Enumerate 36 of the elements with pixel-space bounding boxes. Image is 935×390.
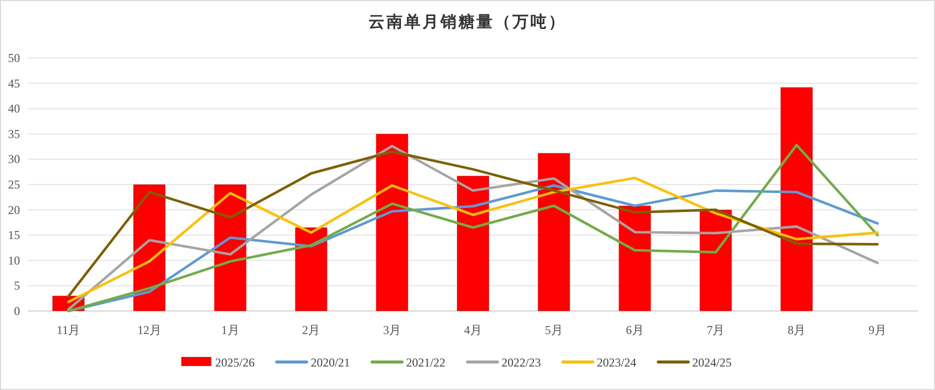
x-tick-label: 12月	[137, 323, 162, 337]
x-tick-label: 1月	[221, 323, 240, 337]
y-tick-label: 0	[14, 304, 20, 318]
legend-label: 2021/22	[406, 356, 446, 370]
legend-label: 2023/24	[596, 356, 636, 370]
legend-label: 2022/23	[502, 356, 541, 370]
chart-title: 云南单月销糖量（万吨）	[368, 13, 566, 31]
bar	[538, 153, 570, 311]
x-tick-label: 6月	[626, 323, 644, 337]
x-tick-label: 2月	[302, 323, 320, 337]
bar	[780, 87, 813, 311]
x-tick-label: 11月	[56, 323, 80, 337]
y-tick-label: 45	[8, 76, 20, 90]
bar	[376, 134, 408, 311]
legend-label: 2025/26	[215, 356, 255, 370]
y-tick-label: 25	[8, 178, 20, 192]
y-tick-label: 50	[8, 51, 20, 65]
x-tick-label: 3月	[383, 323, 402, 337]
bar	[618, 206, 651, 311]
x-tick-label: 8月	[788, 323, 806, 337]
x-tick-label: 5月	[544, 323, 563, 337]
x-tick-label: 4月	[464, 323, 482, 337]
y-tick-label: 30	[8, 152, 20, 166]
legend-label: 2020/21	[310, 356, 350, 370]
x-tick-label: 7月	[706, 323, 725, 337]
y-tick-label: 10	[8, 253, 20, 268]
bar	[295, 228, 328, 311]
bar	[700, 210, 732, 311]
legend-label: 2024/25	[692, 356, 732, 370]
y-tick-label: 15	[8, 228, 20, 242]
bar	[457, 176, 489, 311]
y-tick-label: 20	[8, 202, 20, 217]
y-tick-label: 40	[8, 102, 20, 116]
y-tick-label: 5	[14, 278, 20, 293]
x-tick-label: 9月	[868, 323, 887, 337]
y-tick-label: 35	[8, 126, 20, 141]
